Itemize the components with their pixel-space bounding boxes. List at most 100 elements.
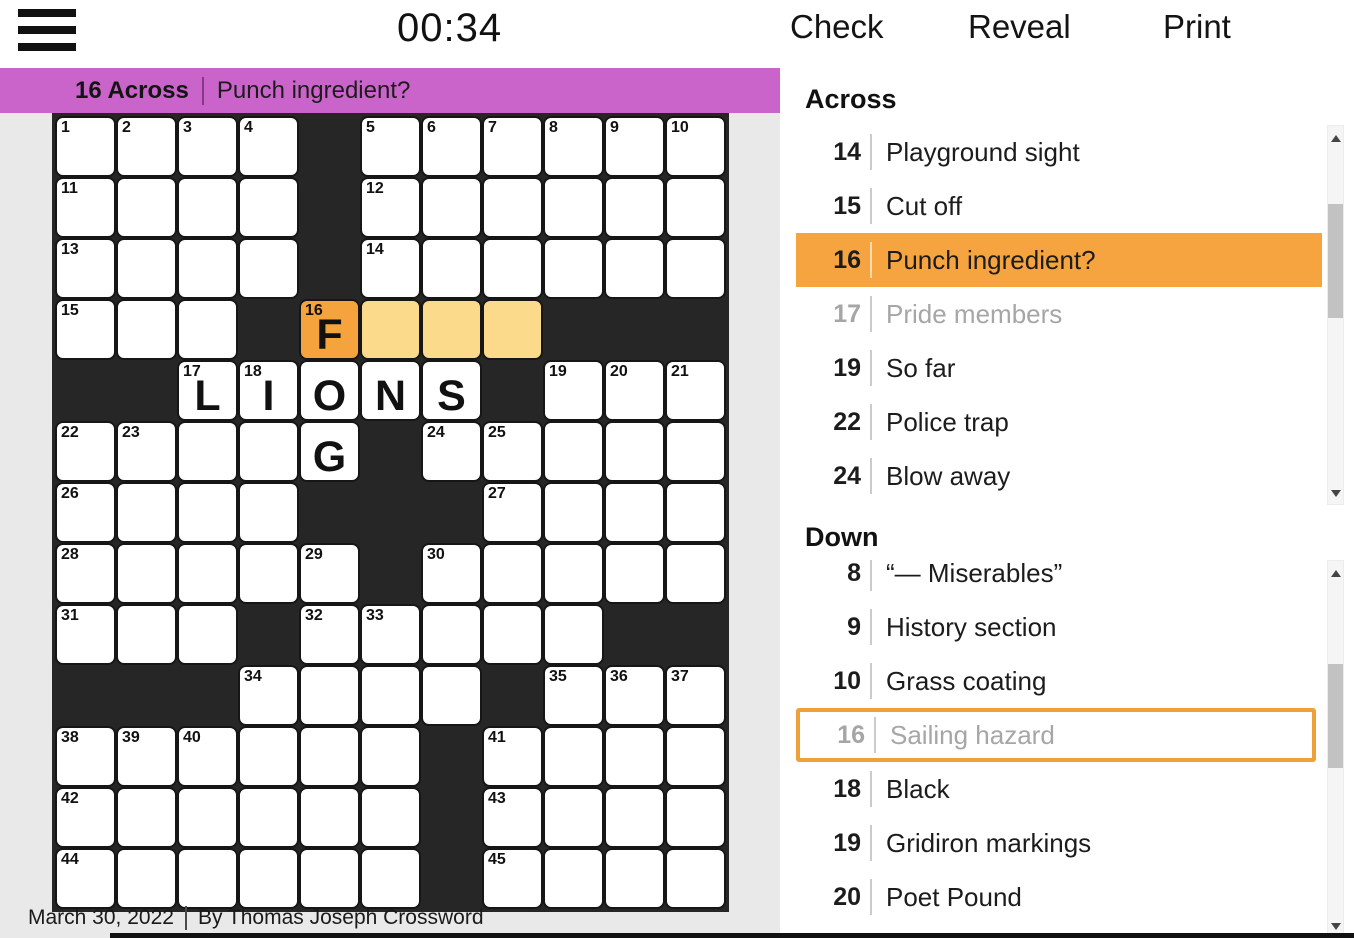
grid-cell[interactable]: 1 (55, 116, 116, 177)
grid-cell[interactable]: 39 (116, 726, 177, 787)
grid-cell[interactable]: 45 (482, 848, 543, 909)
grid-cell[interactable] (665, 848, 726, 909)
down-scrollbar[interactable] (1327, 560, 1344, 938)
clue-row-22[interactable]: 22 Police trap (796, 395, 1322, 449)
grid-cell[interactable] (604, 421, 665, 482)
grid-cell[interactable] (482, 177, 543, 238)
grid-cell[interactable] (482, 604, 543, 665)
grid-cell[interactable] (116, 787, 177, 848)
grid-cell[interactable]: 3 (177, 116, 238, 177)
clue-row-9[interactable]: 9 History section (796, 600, 1322, 654)
grid-cell[interactable] (177, 543, 238, 604)
grid-cell[interactable]: G (299, 421, 360, 482)
grid-cell[interactable]: 18 I (238, 360, 299, 421)
clue-row-8[interactable]: 8 “— Miserables” (796, 560, 1322, 600)
grid-cell[interactable] (238, 848, 299, 909)
grid-cell[interactable] (177, 177, 238, 238)
grid-cell[interactable] (421, 299, 482, 360)
grid-cell[interactable] (238, 421, 299, 482)
grid-cell[interactable]: 31 (55, 604, 116, 665)
grid-cell[interactable] (543, 238, 604, 299)
scrollbar-thumb[interactable] (1328, 204, 1343, 318)
grid-cell[interactable] (177, 604, 238, 665)
grid-cell[interactable] (299, 665, 360, 726)
grid-cell[interactable] (543, 543, 604, 604)
grid-cell[interactable] (238, 543, 299, 604)
grid-cell[interactable] (238, 482, 299, 543)
grid-cell[interactable]: 21 (665, 360, 726, 421)
grid-cell[interactable]: 33 (360, 604, 421, 665)
grid-cell[interactable]: 17 L (177, 360, 238, 421)
grid-cell[interactable]: O (299, 360, 360, 421)
grid-cell[interactable]: 5 (360, 116, 421, 177)
grid-cell[interactable] (665, 726, 726, 787)
grid-cell[interactable]: 36 (604, 665, 665, 726)
grid-cell[interactable]: 22 (55, 421, 116, 482)
grid-cell[interactable] (116, 848, 177, 909)
scroll-up-icon[interactable] (1330, 135, 1341, 142)
crossword-grid[interactable]: 1 2 3 4 5 6 7 8 9 10 11 12 13 14 15 16 F 17 L 18 I O N S 19 20 21 2… (52, 113, 729, 912)
grid-cell[interactable] (482, 238, 543, 299)
grid-cell[interactable]: 42 (55, 787, 116, 848)
grid-cell[interactable] (604, 848, 665, 909)
grid-cell[interactable] (604, 482, 665, 543)
grid-cell[interactable] (604, 726, 665, 787)
grid-cell[interactable] (543, 604, 604, 665)
grid-cell[interactable] (604, 787, 665, 848)
grid-cell[interactable] (299, 848, 360, 909)
clue-row-16[interactable]: 16 Punch ingredient? (796, 233, 1322, 287)
grid-cell[interactable] (360, 848, 421, 909)
grid-cell[interactable] (665, 177, 726, 238)
grid-cell[interactable]: 27 (482, 482, 543, 543)
grid-cell[interactable]: 40 (177, 726, 238, 787)
grid-cell[interactable]: S (421, 360, 482, 421)
grid-cell[interactable]: 35 (543, 665, 604, 726)
grid-cell[interactable]: 15 (55, 299, 116, 360)
grid-cell[interactable] (543, 482, 604, 543)
grid-cell[interactable]: 26 (55, 482, 116, 543)
clue-row-17[interactable]: 17 Pride members (796, 287, 1322, 341)
grid-cell[interactable] (238, 238, 299, 299)
reveal-button[interactable]: Reveal (968, 8, 1071, 45)
grid-cell[interactable] (177, 238, 238, 299)
clue-row-19[interactable]: 19 Gridiron markings (796, 816, 1322, 870)
grid-cell[interactable]: 28 (55, 543, 116, 604)
grid-cell[interactable] (116, 177, 177, 238)
grid-cell[interactable] (543, 177, 604, 238)
grid-cell[interactable] (421, 665, 482, 726)
grid-cell[interactable]: 44 (55, 848, 116, 909)
grid-cell[interactable] (482, 543, 543, 604)
grid-cell[interactable] (421, 177, 482, 238)
grid-cell[interactable] (238, 177, 299, 238)
scrollbar-thumb[interactable] (1328, 664, 1343, 768)
grid-cell[interactable]: 9 (604, 116, 665, 177)
grid-cell[interactable] (116, 238, 177, 299)
grid-cell[interactable]: 8 (543, 116, 604, 177)
grid-cell[interactable] (360, 665, 421, 726)
grid-cell[interactable] (543, 787, 604, 848)
grid-cell[interactable] (665, 482, 726, 543)
grid-cell[interactable]: 2 (116, 116, 177, 177)
grid-cell[interactable]: 4 (238, 116, 299, 177)
grid-cell[interactable] (116, 604, 177, 665)
grid-cell[interactable] (543, 726, 604, 787)
grid-cell[interactable] (543, 421, 604, 482)
grid-cell[interactable]: 7 (482, 116, 543, 177)
clue-row-20[interactable]: 20 Poet Pound (796, 870, 1322, 924)
grid-cell[interactable] (299, 726, 360, 787)
grid-cell[interactable] (177, 848, 238, 909)
grid-cell[interactable]: 14 (360, 238, 421, 299)
grid-cell[interactable]: 6 (421, 116, 482, 177)
grid-cell[interactable]: N (360, 360, 421, 421)
grid-cell[interactable] (665, 238, 726, 299)
clue-row-16[interactable]: 16 Sailing hazard (796, 708, 1316, 762)
clue-row-19[interactable]: 19 So far (796, 341, 1322, 395)
grid-cell[interactable] (665, 787, 726, 848)
menu-icon[interactable] (18, 9, 76, 60)
grid-cell[interactable] (238, 787, 299, 848)
grid-cell[interactable]: 16 F (299, 299, 360, 360)
grid-cell[interactable] (360, 726, 421, 787)
grid-cell[interactable] (116, 299, 177, 360)
grid-cell[interactable] (604, 543, 665, 604)
grid-cell[interactable] (421, 238, 482, 299)
